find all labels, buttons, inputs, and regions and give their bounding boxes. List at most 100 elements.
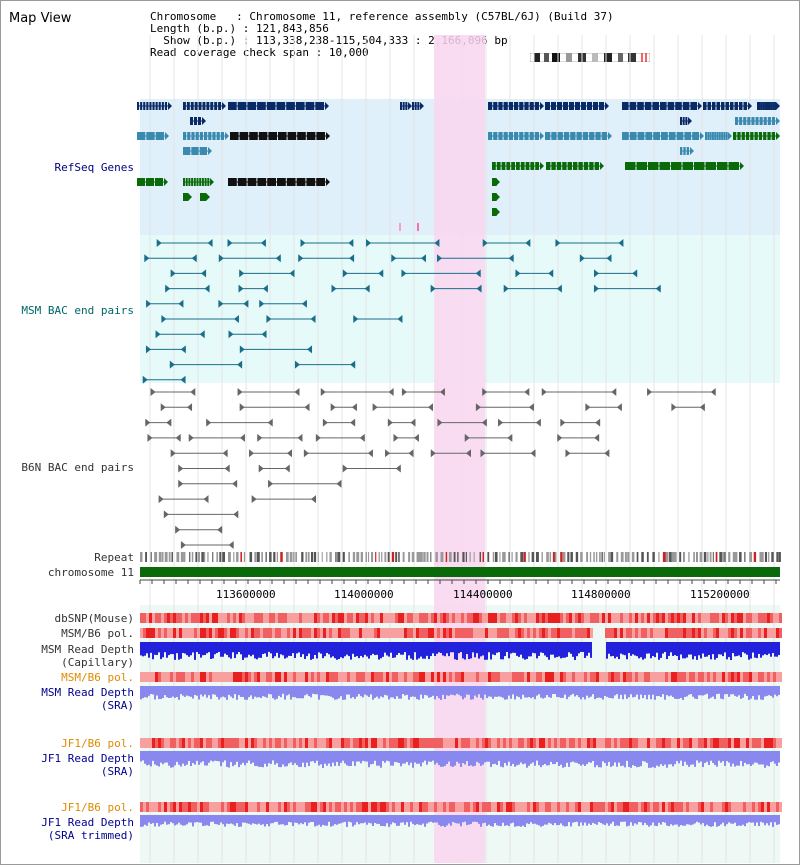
read-depth-bar bbox=[330, 642, 332, 658]
variant-heat-cell bbox=[326, 672, 329, 682]
read-depth-bar bbox=[264, 751, 266, 764]
read-depth-bar bbox=[542, 815, 544, 826]
read-depth-bar bbox=[430, 642, 432, 657]
read-depth-bar bbox=[726, 686, 728, 695]
gene-exon bbox=[524, 132, 529, 140]
bac-end-marker bbox=[258, 464, 264, 473]
variant-heat-cell bbox=[389, 628, 392, 638]
read-depth-bar bbox=[294, 751, 296, 764]
read-depth-bar bbox=[198, 751, 200, 765]
bac-end-marker bbox=[268, 479, 274, 488]
read-depth-bar bbox=[582, 642, 584, 653]
track-label-msm-bac[interactable]: MSM BAC end pairs bbox=[21, 304, 134, 317]
read-depth-bar bbox=[324, 686, 326, 696]
read-depth-bar bbox=[610, 642, 612, 657]
read-depth-bar bbox=[526, 815, 528, 824]
read-depth-bar bbox=[472, 642, 474, 653]
variant-heat-cell bbox=[488, 802, 491, 812]
read-depth-bar bbox=[556, 642, 558, 658]
read-depth-bar bbox=[488, 751, 490, 762]
read-depth-bar bbox=[338, 815, 340, 824]
read-depth-bar bbox=[176, 751, 178, 762]
read-depth-bar bbox=[240, 751, 242, 765]
read-depth-bar bbox=[316, 686, 318, 695]
read-depth-bar bbox=[694, 815, 696, 824]
variant-heat-cell bbox=[512, 613, 515, 623]
read-depth-bar bbox=[446, 642, 448, 654]
length-value: 121,843,856 bbox=[255, 22, 329, 35]
read-depth-bar bbox=[716, 751, 718, 767]
variant-heat-cell bbox=[269, 672, 272, 682]
read-depth-bar bbox=[700, 642, 702, 659]
variant-heat-cell bbox=[179, 613, 182, 623]
read-depth-bar bbox=[556, 751, 558, 763]
read-depth-bar bbox=[760, 751, 762, 765]
variant-heat-cell bbox=[731, 672, 734, 682]
gene-exon bbox=[535, 162, 539, 170]
variant-heat-cell bbox=[587, 672, 590, 682]
read-depth-bar bbox=[374, 686, 376, 698]
variant-heat-cell bbox=[149, 738, 152, 748]
bac-end-marker bbox=[507, 433, 513, 442]
variant-heat-cell bbox=[233, 802, 236, 812]
read-depth-bar bbox=[590, 686, 592, 697]
bac-end-marker bbox=[465, 449, 471, 458]
variant-heat-cell bbox=[296, 738, 299, 748]
gene-exon bbox=[493, 193, 496, 201]
read-depth-bar bbox=[404, 751, 406, 764]
read-depth-bar bbox=[592, 686, 594, 695]
variant-heat-cell bbox=[446, 802, 449, 812]
read-depth-bar bbox=[564, 815, 566, 827]
read-depth-bar bbox=[774, 642, 776, 657]
read-depth-bar bbox=[156, 815, 158, 823]
repeat-block bbox=[384, 552, 387, 562]
read-depth-bar bbox=[626, 686, 628, 699]
read-depth-bar bbox=[562, 686, 564, 698]
variant-heat-cell bbox=[257, 738, 260, 748]
variant-heat-cell bbox=[446, 738, 449, 748]
variant-heat-cell bbox=[527, 628, 530, 638]
variant-heat-cell bbox=[581, 613, 584, 623]
read-depth-bar bbox=[368, 815, 370, 823]
bac-end-marker bbox=[351, 403, 357, 412]
track-label-refseq[interactable]: RefSeq Genes bbox=[54, 161, 134, 174]
variant-heat-cell bbox=[659, 738, 662, 748]
read-depth-bar bbox=[450, 642, 452, 653]
read-depth-bar bbox=[420, 751, 422, 767]
variant-heat-cell bbox=[413, 672, 416, 682]
read-depth-bar bbox=[216, 642, 218, 654]
variant-heat-cell bbox=[251, 672, 254, 682]
read-depth-bar bbox=[706, 751, 708, 762]
variant-heat-cell bbox=[722, 613, 725, 623]
variant-heat-cell bbox=[764, 672, 767, 682]
read-depth-bar bbox=[206, 815, 208, 826]
read-depth-bar bbox=[270, 686, 272, 695]
variant-heat-cell bbox=[497, 672, 500, 682]
read-depth-bar bbox=[362, 751, 364, 761]
variant-heat-cell bbox=[350, 738, 353, 748]
read-depth-bar bbox=[658, 642, 660, 660]
read-depth-bar bbox=[554, 686, 556, 694]
variant-heat-cell bbox=[329, 738, 332, 748]
variant-heat-cell bbox=[662, 613, 665, 623]
variant-heat-cell bbox=[668, 628, 671, 638]
variant-heat-cell bbox=[158, 738, 161, 748]
read-depth-bar bbox=[254, 686, 256, 697]
variant-heat-cell bbox=[389, 802, 392, 812]
variant-heat-cell bbox=[224, 672, 227, 682]
read-depth-bar bbox=[644, 815, 646, 823]
variant-heat-cell bbox=[185, 613, 188, 623]
gene-exon bbox=[508, 132, 513, 140]
track-label-b6n-bac[interactable]: B6N BAC end pairs bbox=[21, 461, 134, 474]
read-depth-bar bbox=[724, 751, 726, 766]
variant-heat-cell bbox=[701, 738, 704, 748]
read-depth-bar bbox=[160, 686, 162, 700]
read-depth-bar bbox=[392, 815, 394, 823]
repeat-block bbox=[256, 552, 260, 562]
gene-exon bbox=[751, 117, 755, 125]
read-depth-bar bbox=[588, 751, 590, 763]
read-depth-bar bbox=[644, 751, 646, 762]
read-depth-bar bbox=[400, 751, 402, 767]
variant-heat-cell bbox=[494, 613, 497, 623]
